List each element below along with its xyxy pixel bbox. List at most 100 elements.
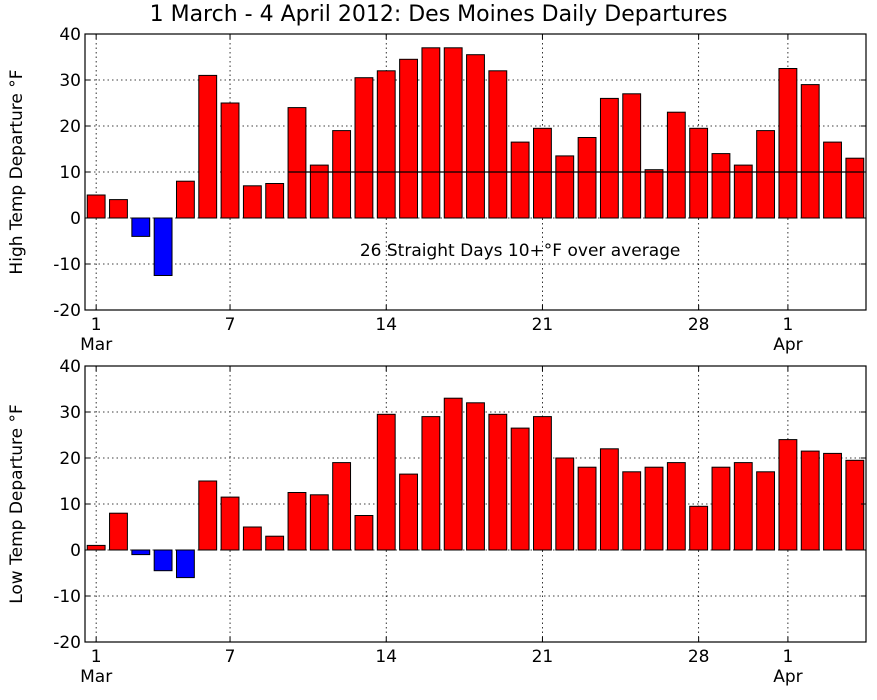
bar-mark — [622, 471, 642, 551]
bar-mark — [689, 505, 709, 551]
x-tick-sublabel: Apr — [773, 667, 802, 687]
x-tick-label: 14 — [375, 647, 397, 667]
bar-mark — [488, 413, 508, 551]
bar-mark — [711, 466, 731, 551]
y-tick-label: -20 — [53, 301, 81, 321]
bar-mark — [823, 452, 842, 551]
bar-mark — [823, 141, 842, 219]
bar-mark — [711, 153, 731, 219]
y-tick-label: 40 — [59, 357, 81, 377]
bar-mark — [175, 180, 195, 219]
y-tick-label: -10 — [53, 255, 81, 275]
bar-mark — [778, 439, 798, 551]
bar-mark — [421, 47, 441, 219]
y-tick-label: 10 — [59, 495, 81, 515]
bar-mark — [599, 448, 619, 551]
y-tick-label: 0 — [70, 209, 81, 229]
chart-title: 1 March - 4 April 2012: Des Moines Daily… — [149, 2, 728, 27]
bar-mark — [376, 70, 396, 219]
bar-mark — [443, 47, 463, 219]
bar-mark — [756, 471, 776, 551]
bar-mark — [733, 462, 753, 551]
bar-mark — [376, 413, 396, 551]
bar-mark — [131, 549, 151, 556]
bar-mark — [666, 111, 686, 219]
bar-mark — [175, 549, 195, 579]
y-tick-label: 30 — [59, 403, 81, 423]
bar-mark — [287, 107, 307, 219]
bar-mark — [599, 97, 619, 219]
y-tick-label: 10 — [59, 163, 81, 183]
bar-mark — [577, 466, 597, 551]
y-tick-label: 20 — [59, 449, 81, 469]
bar-mark — [421, 416, 441, 551]
bar-mark — [354, 515, 374, 551]
bar-mark — [242, 185, 262, 219]
x-tick-label: 1 — [782, 315, 793, 335]
x-tick-label: 1 — [91, 315, 102, 335]
y-tick-label: 30 — [59, 71, 81, 91]
y-tick-label: -20 — [53, 633, 81, 653]
x-tick-sublabel: Mar — [80, 667, 112, 687]
bar-mark — [109, 512, 128, 551]
bar-mark — [399, 58, 418, 219]
bar-mark — [800, 84, 820, 219]
bar-mark — [399, 473, 418, 551]
bar-mark — [198, 74, 218, 219]
bar-mark — [86, 544, 106, 551]
x-tick-label: 1 — [782, 647, 793, 667]
panel-high: 26 Straight Days 10+°F over average -20 -1… — [7, 25, 867, 355]
bar-mark — [153, 549, 173, 572]
bar-mark — [488, 70, 508, 219]
y-tick-label: 20 — [59, 117, 81, 137]
bar-mark — [466, 402, 485, 551]
bar-mark — [800, 450, 820, 551]
bar-mark — [220, 496, 240, 551]
bar-mark — [533, 416, 552, 551]
bar-mark — [265, 535, 285, 551]
bar-mark — [309, 164, 329, 219]
bar-mark — [309, 494, 329, 551]
bar-mark — [756, 130, 776, 219]
bar-mark — [220, 102, 240, 219]
x-tick-label: 21 — [532, 315, 554, 335]
bar-mark — [644, 169, 664, 219]
bar-mark — [242, 526, 262, 551]
y-tick-label: 0 — [70, 541, 81, 561]
bar-mark — [265, 183, 285, 219]
x-tick-label: 28 — [688, 315, 710, 335]
x-tick-label: 14 — [375, 315, 397, 335]
bar-mark — [555, 155, 575, 219]
bar-mark — [153, 217, 173, 276]
bar-mark — [666, 462, 686, 551]
bar-mark — [287, 492, 307, 551]
bar-mark — [131, 217, 151, 237]
bar-mark — [198, 480, 218, 551]
y-axis-label: High Temp Departure °F — [7, 69, 27, 274]
y-tick-label: 40 — [59, 25, 81, 45]
x-tick-label: 1 — [91, 647, 102, 667]
bar-mark — [733, 164, 753, 219]
bar-mark — [466, 54, 485, 219]
y-tick-label: -10 — [53, 587, 81, 607]
bar-mark — [622, 93, 642, 219]
bar-mark — [778, 68, 798, 219]
bar-mark — [332, 462, 352, 551]
x-tick-label: 21 — [532, 647, 554, 667]
x-tick-label: 28 — [688, 647, 710, 667]
bar-mark — [332, 130, 352, 219]
y-axis-label: Low Temp Departure °F — [7, 404, 27, 604]
x-tick-label: 7 — [225, 647, 236, 667]
bar-mark — [555, 457, 575, 551]
x-tick-label: 7 — [225, 315, 236, 335]
bar-mark — [533, 127, 552, 219]
bar-mark — [86, 194, 106, 219]
annotation-text: 26 Straight Days 10+°F over average — [360, 241, 681, 261]
bar-mark — [845, 157, 865, 219]
bar-mark — [510, 141, 530, 219]
bar-mark — [577, 137, 597, 219]
x-tick-sublabel: Apr — [773, 335, 802, 355]
bar-mark — [109, 199, 128, 219]
